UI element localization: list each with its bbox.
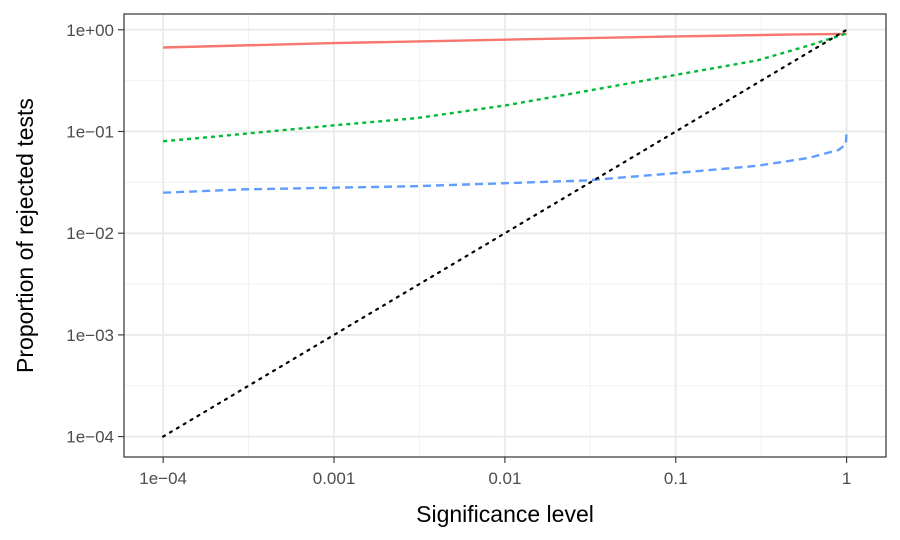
y-axis-title: Proportion of rejected tests <box>12 98 38 373</box>
x-axis-title: Significance level <box>416 501 594 527</box>
x-axis: 1e−04 0.001 0.01 0.1 1 <box>139 457 851 488</box>
x-tick-label: 0.001 <box>313 469 356 488</box>
major-grid <box>124 14 886 457</box>
x-tick-label: 0.01 <box>488 469 521 488</box>
y-tick-label: 1e−04 <box>66 428 114 447</box>
y-tick-label: 1e−02 <box>66 224 114 243</box>
x-tick-label: 0.1 <box>664 469 688 488</box>
y-axis: 1e+00 1e−01 1e−02 1e−03 1e−04 <box>66 21 124 447</box>
series-line-2 <box>163 32 847 143</box>
y-tick-label: 1e+00 <box>66 21 114 40</box>
series-line-1 <box>163 32 847 49</box>
x-tick-label: 1 <box>842 469 851 488</box>
x-tick-label: 1e−04 <box>139 469 187 488</box>
series-line-3 <box>163 129 848 194</box>
y-tick-label: 1e−01 <box>66 122 114 141</box>
series-layer <box>162 28 848 438</box>
y-tick-label: 1e−03 <box>66 326 114 345</box>
